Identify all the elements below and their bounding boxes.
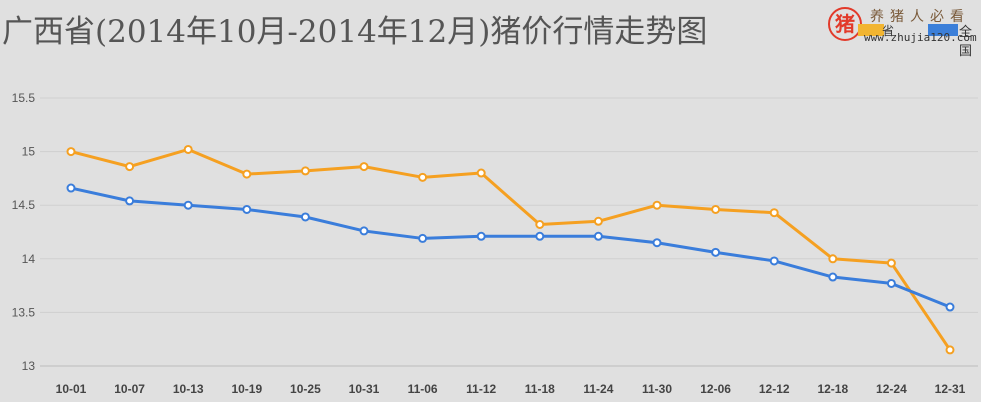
x-tick-label: 11-06 bbox=[408, 382, 438, 396]
data-point[interactable] bbox=[711, 247, 721, 257]
x-tick-label: 12-24 bbox=[876, 382, 907, 396]
series-national bbox=[66, 183, 955, 312]
legend-swatch-province bbox=[858, 24, 884, 36]
data-point[interactable] bbox=[242, 204, 252, 214]
data-point[interactable] bbox=[828, 272, 838, 282]
data-point[interactable] bbox=[183, 144, 193, 154]
data-point[interactable] bbox=[418, 172, 428, 182]
x-tick-label: 10-19 bbox=[231, 382, 262, 396]
data-point[interactable] bbox=[359, 162, 369, 172]
data-point[interactable] bbox=[593, 216, 603, 226]
data-point[interactable] bbox=[535, 219, 545, 229]
data-point[interactable] bbox=[125, 162, 135, 172]
x-tick-label: 11-18 bbox=[525, 382, 555, 396]
series-province bbox=[66, 144, 955, 355]
y-tick-label: 14 bbox=[22, 252, 36, 266]
x-tick-label: 10-31 bbox=[349, 382, 380, 396]
data-point[interactable] bbox=[183, 200, 193, 210]
x-tick-label: 10-07 bbox=[114, 382, 145, 396]
data-point[interactable] bbox=[476, 231, 486, 241]
data-point[interactable] bbox=[242, 169, 252, 179]
y-tick-label: 13.5 bbox=[12, 305, 36, 319]
x-tick-label: 12-12 bbox=[759, 382, 790, 396]
x-tick-label: 11-30 bbox=[642, 382, 672, 396]
data-point[interactable] bbox=[535, 231, 545, 241]
grid-lines bbox=[40, 97, 978, 367]
series-line bbox=[70, 186, 951, 309]
y-tick-label: 14.5 bbox=[12, 198, 36, 212]
data-point[interactable] bbox=[593, 231, 603, 241]
data-point[interactable] bbox=[652, 238, 662, 248]
x-tick-label: 11-24 bbox=[583, 382, 613, 396]
y-tick-label: 15 bbox=[22, 145, 36, 159]
data-point[interactable] bbox=[125, 196, 135, 206]
x-tick-label: 12-18 bbox=[817, 382, 848, 396]
data-point[interactable] bbox=[769, 256, 779, 266]
x-tick-label: 10-25 bbox=[290, 382, 321, 396]
data-point[interactable] bbox=[418, 233, 428, 243]
data-point[interactable] bbox=[359, 226, 369, 236]
y-axis: 13 13.5 14 14.5 15 15.5 bbox=[12, 91, 36, 373]
data-point[interactable] bbox=[769, 208, 779, 218]
data-point[interactable] bbox=[652, 200, 662, 210]
data-point[interactable] bbox=[886, 258, 896, 268]
data-point[interactable] bbox=[886, 278, 896, 288]
x-tick-label: 11-12 bbox=[466, 382, 496, 396]
site-watermark: 猪 养猪人必看 省 全国 www.zhujia120.com bbox=[822, 4, 981, 58]
data-point[interactable] bbox=[300, 166, 310, 176]
data-point[interactable] bbox=[828, 254, 838, 264]
series-lines bbox=[66, 144, 955, 355]
x-axis: 10-01 10-07 10-13 10-19 10-25 10-31 11-06 11-12… bbox=[56, 382, 966, 396]
x-tick-label: 12-31 bbox=[935, 382, 966, 396]
data-point[interactable] bbox=[945, 302, 955, 312]
watermark-url: www.zhujia120.com bbox=[864, 31, 977, 44]
y-tick-label: 15.5 bbox=[12, 91, 36, 105]
data-point[interactable] bbox=[66, 183, 76, 193]
data-point[interactable] bbox=[711, 204, 721, 214]
watermark-slogan: 养猪人必看 bbox=[870, 9, 970, 25]
data-point[interactable] bbox=[476, 168, 486, 178]
data-point[interactable] bbox=[945, 345, 955, 355]
legend-label-province: 省 bbox=[882, 24, 895, 38]
data-point[interactable] bbox=[300, 212, 310, 222]
y-tick-label: 13 bbox=[22, 359, 36, 373]
series-line bbox=[70, 147, 952, 351]
chart-title: 广西省(2014年10月-2014年12月)猪价行情走势图 bbox=[2, 14, 708, 50]
data-point[interactable] bbox=[66, 147, 76, 157]
legend-swatch-national bbox=[928, 24, 958, 36]
x-tick-label: 10-01 bbox=[56, 382, 87, 396]
x-tick-label: 10-13 bbox=[173, 382, 204, 396]
x-tick-label: 12-06 bbox=[700, 382, 731, 396]
legend-label-national: 全国 bbox=[959, 24, 973, 58]
